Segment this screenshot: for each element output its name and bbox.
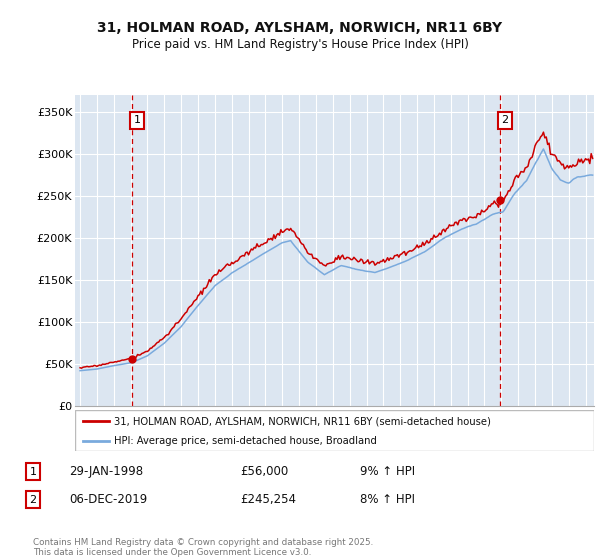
- Text: 8% ↑ HPI: 8% ↑ HPI: [360, 493, 415, 506]
- Text: £56,000: £56,000: [240, 465, 288, 478]
- Text: Price paid vs. HM Land Registry's House Price Index (HPI): Price paid vs. HM Land Registry's House …: [131, 38, 469, 51]
- Text: £245,254: £245,254: [240, 493, 296, 506]
- Text: 31, HOLMAN ROAD, AYLSHAM, NORWICH, NR11 6BY (semi-detached house): 31, HOLMAN ROAD, AYLSHAM, NORWICH, NR11 …: [114, 417, 491, 426]
- Text: 1: 1: [134, 115, 140, 125]
- Text: 06-DEC-2019: 06-DEC-2019: [69, 493, 147, 506]
- Text: 9% ↑ HPI: 9% ↑ HPI: [360, 465, 415, 478]
- Text: 2: 2: [29, 494, 37, 505]
- Text: 1: 1: [29, 466, 37, 477]
- Text: 29-JAN-1998: 29-JAN-1998: [69, 465, 143, 478]
- Text: HPI: Average price, semi-detached house, Broadland: HPI: Average price, semi-detached house,…: [114, 436, 377, 446]
- Text: Contains HM Land Registry data © Crown copyright and database right 2025.
This d: Contains HM Land Registry data © Crown c…: [33, 538, 373, 557]
- Text: 31, HOLMAN ROAD, AYLSHAM, NORWICH, NR11 6BY: 31, HOLMAN ROAD, AYLSHAM, NORWICH, NR11 …: [97, 21, 503, 35]
- Text: 2: 2: [502, 115, 509, 125]
- FancyBboxPatch shape: [75, 410, 594, 451]
